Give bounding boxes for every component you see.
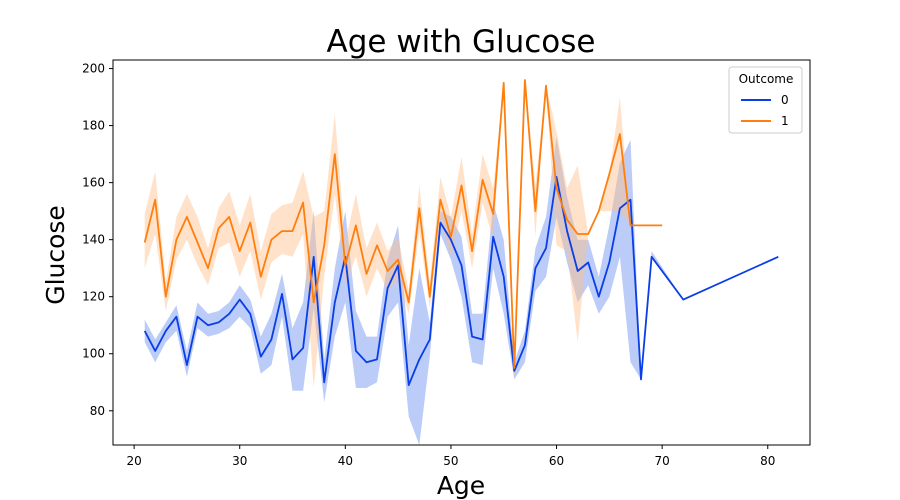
y-tick-label: 200 bbox=[82, 62, 105, 76]
x-tick-label: 30 bbox=[232, 454, 247, 468]
confidence-band-1 bbox=[144, 80, 663, 388]
series-line-0 bbox=[143, 175, 779, 387]
x-tick-label: 60 bbox=[549, 454, 564, 468]
x-tick-label: 20 bbox=[126, 454, 141, 468]
legend: Outcome 0 1 bbox=[728, 66, 803, 134]
axes: 20 30 40 50 60 70 80 80 100 120 140 160 180 200 bbox=[82, 59, 811, 468]
legend-label-0: 0 bbox=[781, 93, 789, 107]
x-axis-label: Age bbox=[437, 471, 485, 500]
chart-title: Age with Glucose bbox=[327, 24, 596, 60]
y-tick-label: 180 bbox=[82, 119, 105, 133]
x-tick-label: 80 bbox=[760, 454, 775, 468]
legend-label-1: 1 bbox=[781, 114, 789, 128]
x-tick-label: 70 bbox=[655, 454, 670, 468]
confidence-bands bbox=[144, 80, 779, 445]
confidence-band-0 bbox=[144, 137, 779, 445]
x-tick-label: 40 bbox=[338, 454, 353, 468]
y-tick-label: 120 bbox=[82, 290, 105, 304]
x-tick-label: 50 bbox=[443, 454, 458, 468]
y-tick-label: 140 bbox=[82, 233, 105, 247]
series-line-1 bbox=[143, 79, 663, 369]
y-tick-label: 100 bbox=[82, 347, 105, 361]
series-lines bbox=[143, 79, 779, 387]
y-axis-label: Glucose bbox=[41, 205, 70, 305]
y-tick-label: 160 bbox=[82, 176, 105, 190]
plot-frame bbox=[112, 59, 811, 446]
legend-title: Outcome bbox=[739, 72, 794, 86]
y-tick-label: 80 bbox=[90, 404, 105, 418]
